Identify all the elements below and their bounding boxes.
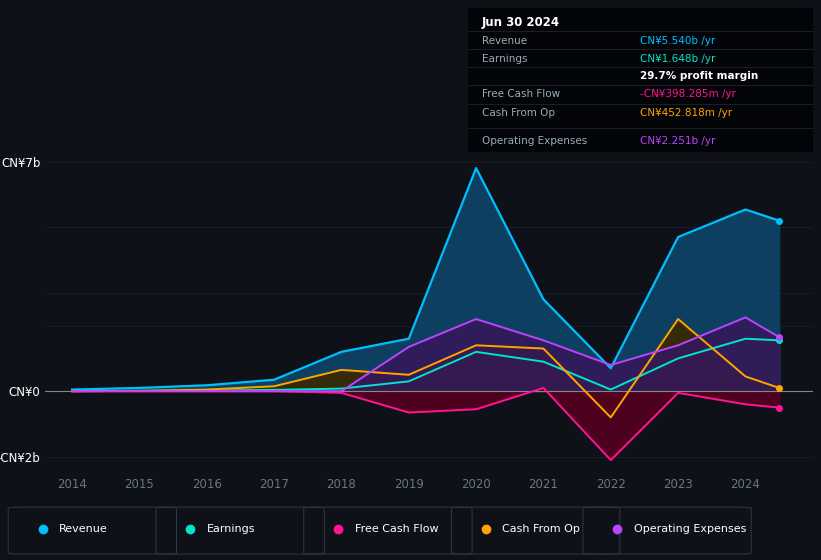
- Text: Earnings: Earnings: [207, 524, 255, 534]
- Text: CN¥5.540b /yr: CN¥5.540b /yr: [640, 36, 716, 46]
- Text: Revenue: Revenue: [482, 36, 527, 46]
- Text: Cash From Op: Cash From Op: [482, 108, 555, 118]
- Text: CN¥2.251b /yr: CN¥2.251b /yr: [640, 136, 716, 146]
- Text: Operating Expenses: Operating Expenses: [482, 136, 587, 146]
- Text: Free Cash Flow: Free Cash Flow: [482, 90, 560, 100]
- Text: CN¥452.818m /yr: CN¥452.818m /yr: [640, 108, 732, 118]
- Text: Cash From Op: Cash From Op: [502, 524, 580, 534]
- Text: 29.7% profit margin: 29.7% profit margin: [640, 72, 759, 81]
- Text: Free Cash Flow: Free Cash Flow: [355, 524, 438, 534]
- Text: CN¥1.648b /yr: CN¥1.648b /yr: [640, 54, 716, 64]
- Text: -CN¥398.285m /yr: -CN¥398.285m /yr: [640, 90, 736, 100]
- Text: Jun 30 2024: Jun 30 2024: [482, 16, 560, 29]
- Text: Earnings: Earnings: [482, 54, 527, 64]
- Text: Operating Expenses: Operating Expenses: [634, 524, 746, 534]
- Text: Revenue: Revenue: [59, 524, 108, 534]
